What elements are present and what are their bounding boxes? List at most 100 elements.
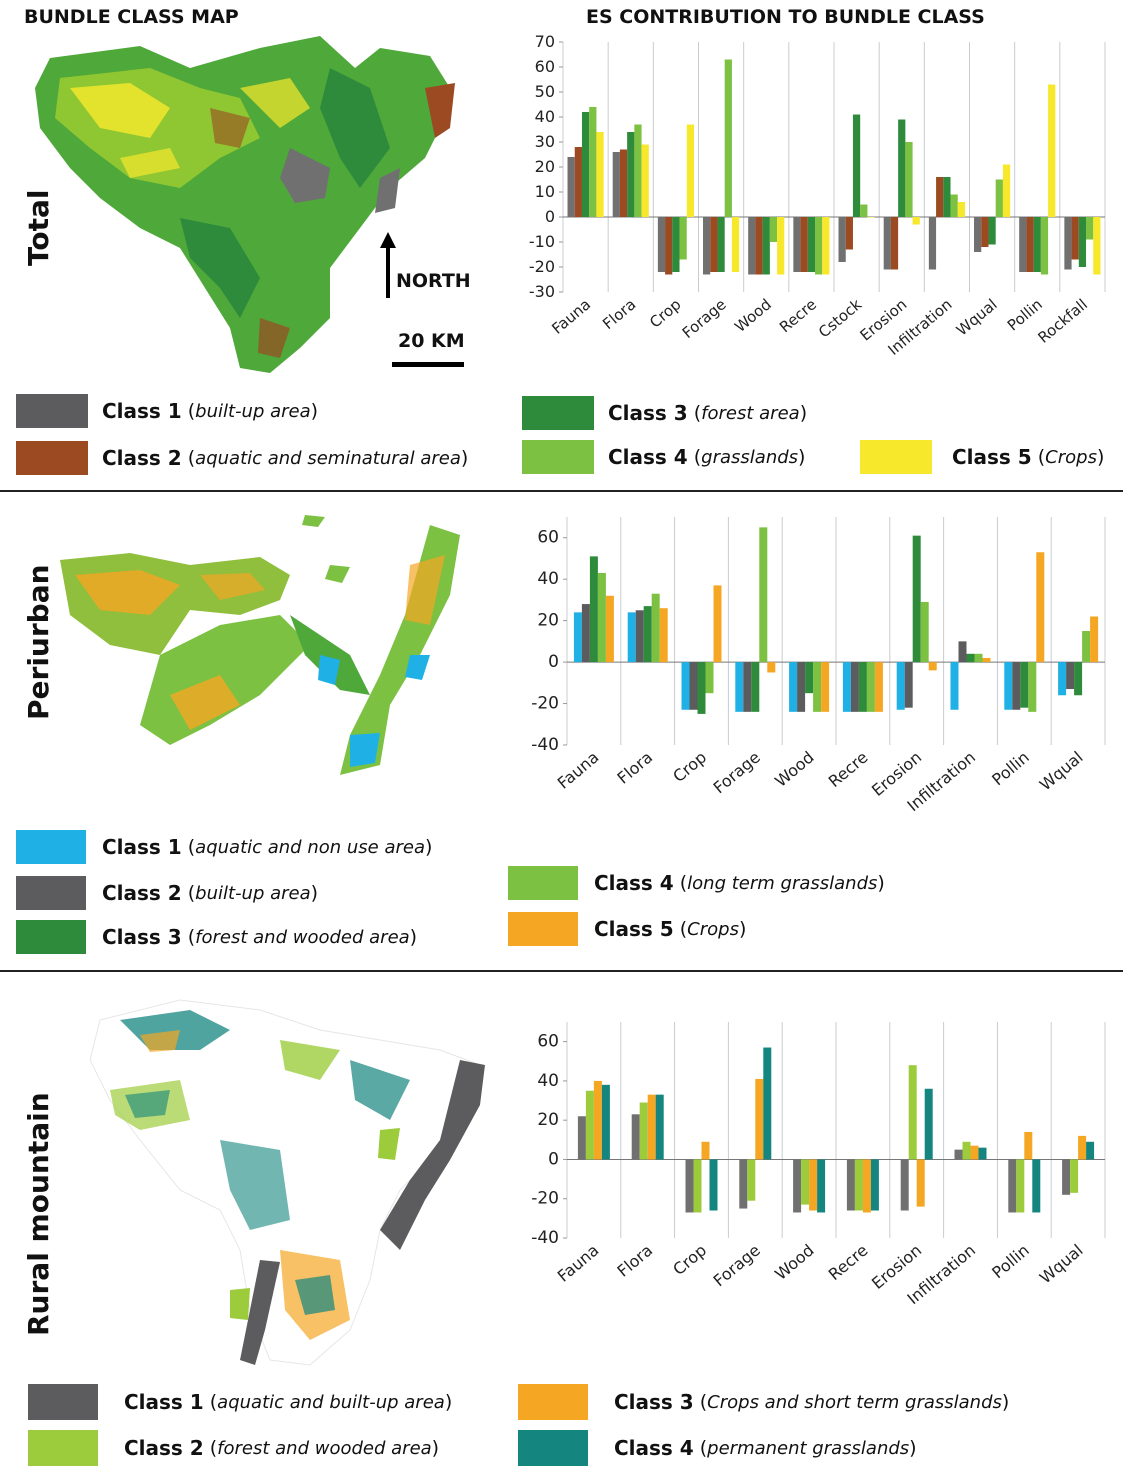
- bar: [643, 606, 652, 663]
- bar: [860, 204, 868, 217]
- bar: [705, 662, 714, 694]
- bar: [567, 157, 575, 217]
- x-category-label: Fauna: [548, 295, 594, 337]
- north-label: NORTH: [396, 270, 471, 292]
- bar: [612, 152, 620, 217]
- legend-name: Class 3: [102, 925, 182, 949]
- y-tick-label: 60: [535, 57, 555, 76]
- bar: [724, 59, 732, 217]
- legend-swatch: [522, 396, 594, 430]
- bar: [596, 132, 604, 217]
- bar: [966, 653, 975, 663]
- legend-swatch: [508, 866, 578, 900]
- legend-swatch: [16, 394, 88, 428]
- bar: [693, 1159, 702, 1213]
- bar: [589, 107, 597, 217]
- chart-column-title: ES CONTRIBUTION TO BUNDLE CLASS: [586, 6, 985, 28]
- x-category-label: Crop: [669, 1241, 710, 1280]
- legend-item-periurban-2: Class 2 (built-up area): [16, 876, 318, 910]
- bar: [838, 217, 846, 262]
- bar: [679, 217, 687, 260]
- bar: [867, 217, 875, 218]
- bar: [762, 217, 770, 275]
- x-category-label: Wood: [771, 748, 817, 791]
- scale-label: 20 KM: [398, 330, 465, 352]
- bar: [751, 662, 760, 712]
- bar: [1002, 164, 1011, 217]
- legend-swatch: [860, 440, 932, 474]
- x-category-label: Fauna: [554, 1241, 603, 1286]
- legend-swatch: [16, 830, 86, 864]
- legend-swatch: [518, 1384, 588, 1420]
- bar: [651, 593, 660, 663]
- legend-swatch: [16, 920, 86, 954]
- bar: [1090, 616, 1099, 663]
- legend-name: Class 2: [124, 1436, 204, 1460]
- bar: [577, 1116, 586, 1160]
- bar: [1028, 662, 1037, 712]
- bar: [970, 1145, 979, 1160]
- chart-rural-mountain: -40 -20 0 20 40 60 Fauna Flora Crop Forage Wood Rec…: [531, 1022, 1106, 1308]
- legend-item-total-1: Class 1 (built-up area): [16, 394, 318, 428]
- bar: [1032, 1159, 1041, 1213]
- scale-bar: [392, 362, 464, 367]
- bar: [659, 608, 668, 663]
- north-arrow-icon: [380, 232, 396, 298]
- bar: [928, 662, 937, 671]
- bar: [920, 601, 929, 663]
- bar: [890, 217, 899, 270]
- y-tick-label: 50: [535, 82, 555, 101]
- bar: [988, 217, 996, 245]
- bar: [655, 1094, 664, 1160]
- legend-item-rural-2: Class 2 (forest and wooded area): [28, 1430, 439, 1466]
- legend-swatch: [522, 440, 594, 474]
- bar: [709, 1159, 718, 1211]
- bar: [978, 1147, 987, 1160]
- bar: [681, 662, 690, 710]
- bar: [793, 217, 801, 272]
- bar: [574, 147, 582, 217]
- bar: [866, 662, 875, 712]
- bar: [813, 662, 822, 712]
- bar: [703, 217, 711, 275]
- bar: [701, 1141, 710, 1160]
- y-tick-label: 20: [535, 157, 555, 176]
- legend-name: Class 3: [608, 401, 688, 425]
- legend-item-periurban-1: Class 1 (aquatic and non use area): [16, 830, 432, 864]
- bar: [898, 119, 906, 217]
- bar: [686, 124, 694, 217]
- legend-name: Class 4: [594, 871, 674, 895]
- bar: [631, 1114, 640, 1160]
- bar: [957, 202, 965, 217]
- bar: [807, 217, 816, 272]
- legend-name: Class 5: [952, 445, 1032, 469]
- bar: [735, 662, 744, 712]
- bar: [755, 217, 763, 275]
- x-category-label: Wqual: [1036, 1241, 1087, 1288]
- legend-desc: Crops and short term grasslands: [707, 1391, 1002, 1413]
- legend-name: Class 4: [608, 445, 688, 469]
- bar: [1019, 217, 1027, 272]
- legend-item-total-4: Class 4 (grasslands): [522, 440, 805, 474]
- x-category-label: Crop: [646, 295, 684, 331]
- legend-item-rural-1: Class 1 (aquatic and built-up area): [28, 1384, 452, 1420]
- bar: [685, 1159, 694, 1213]
- bar: [639, 1102, 648, 1160]
- x-category-label: Forage: [679, 295, 730, 342]
- bar: [747, 1159, 756, 1201]
- x-category-label: Forage: [710, 748, 764, 798]
- bar: [928, 217, 937, 270]
- legend-desc: grasslands: [701, 446, 799, 468]
- map-column-title: BUNDLE CLASS MAP: [24, 6, 239, 28]
- bar: [904, 662, 913, 708]
- legend-item-total-5: Class 5 (Crops): [860, 440, 1104, 474]
- y-tick-label: 60: [537, 528, 559, 548]
- legend-item-periurban-5: Class 5 (Crops): [508, 912, 746, 946]
- bar: [800, 217, 808, 272]
- legend-name: Class 2: [102, 881, 182, 905]
- bar: [647, 1094, 656, 1160]
- legend-desc: aquatic and built-up area: [217, 1391, 445, 1413]
- x-category-label: Rockfall: [1034, 295, 1091, 347]
- bar: [995, 179, 1003, 217]
- bar: [697, 662, 706, 714]
